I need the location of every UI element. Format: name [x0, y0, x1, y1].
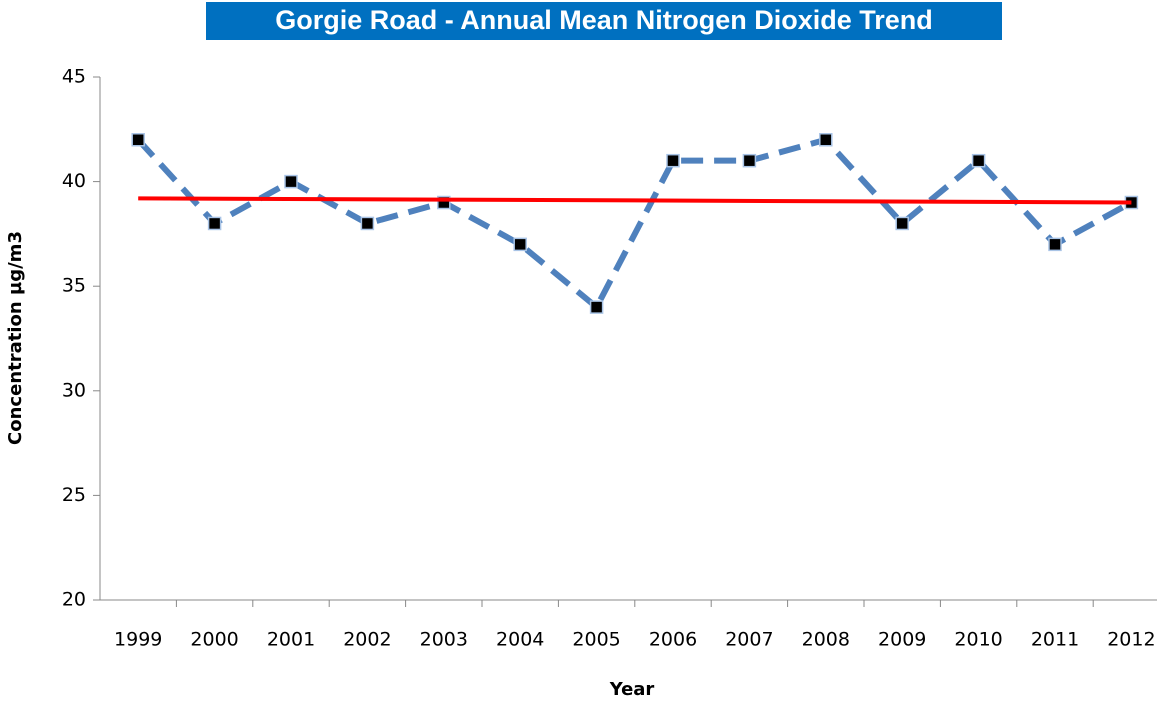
y-axis-title: Concentration µg/m3	[5, 231, 26, 445]
x-tick-label: 2005	[572, 629, 620, 651]
y-tick-label: 45	[62, 66, 86, 88]
x-tick-label: 2010	[954, 629, 1002, 651]
marker	[742, 153, 757, 168]
x-tick-label: 2001	[267, 629, 315, 651]
marker	[1048, 237, 1062, 252]
x-tick-label: 2011	[1031, 629, 1079, 651]
x-tick-label: 2004	[496, 629, 544, 651]
marker	[207, 216, 222, 231]
series-line	[135, 136, 1133, 312]
x-tick-label: 2008	[802, 629, 850, 651]
marker	[131, 133, 145, 147]
x-tick-label: 2009	[878, 629, 926, 651]
y-tick-label: 40	[62, 170, 86, 192]
marker	[971, 153, 986, 168]
trend-line	[138, 196, 1132, 205]
marker	[360, 216, 375, 231]
marker	[819, 133, 833, 147]
marker	[284, 174, 298, 189]
chart-title: Gorgie Road - Annual Mean Nitrogen Dioxi…	[275, 5, 933, 35]
x-tick-label: 2003	[420, 629, 468, 651]
x-tick-label: 2007	[725, 629, 773, 651]
x-tick-label: 2006	[649, 629, 697, 651]
y-tick-label: 35	[62, 275, 86, 297]
x-tick-label: 1999	[114, 629, 162, 651]
x-axis-title: Year	[609, 679, 655, 700]
x-tick-label: 2002	[343, 629, 391, 651]
x-tick-label: 2000	[190, 629, 238, 651]
title-background	[206, 2, 1002, 40]
marker	[895, 216, 909, 231]
y-tick-label: 30	[62, 379, 86, 401]
marker	[666, 153, 680, 168]
x-tick-label: 2012	[1107, 629, 1155, 651]
marker	[513, 237, 527, 252]
marker	[589, 300, 604, 314]
y-tick-label: 25	[62, 484, 86, 506]
y-tick-label: 20	[62, 589, 86, 611]
